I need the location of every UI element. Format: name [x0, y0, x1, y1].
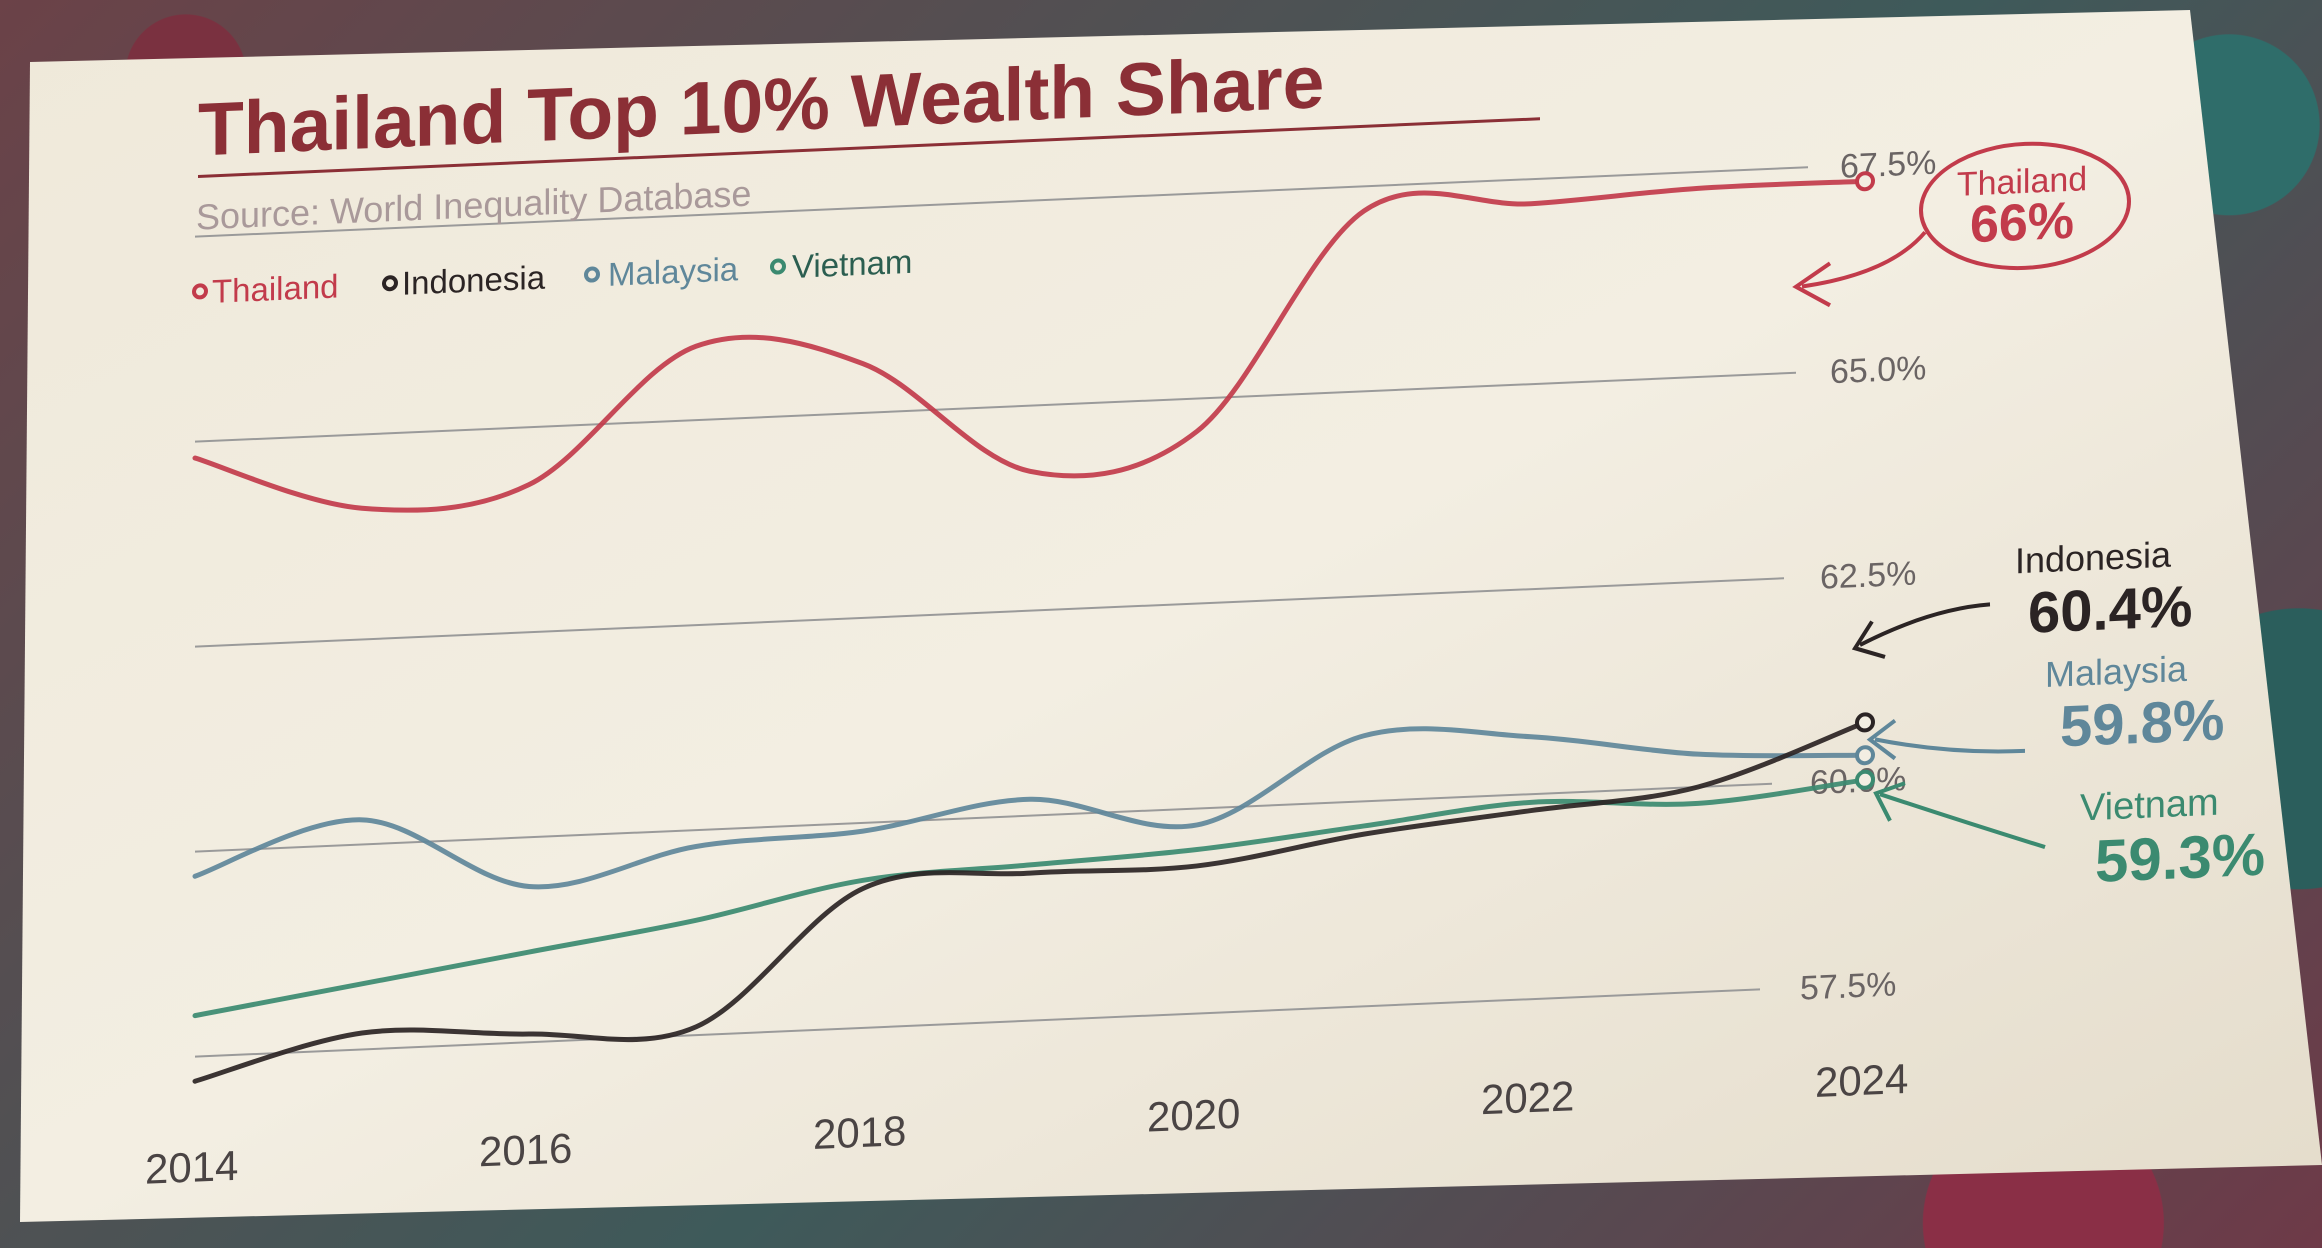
- gridline: [195, 371, 1796, 443]
- end-point-vietnam: [1855, 769, 1875, 790]
- series-line-thailand: [192, 178, 1868, 513]
- endpoint-markers: [1855, 171, 1875, 790]
- x-tick-label: 2024: [1815, 1055, 1908, 1106]
- legend-marker-vietnam: [770, 258, 786, 275]
- series-line-indonesia: [192, 719, 1868, 1084]
- gridlines: [195, 166, 1808, 1058]
- callout-vietnam-value: 59.3%: [2095, 821, 2265, 895]
- legend-marker-indonesia: [382, 275, 398, 292]
- gridline: [195, 988, 1760, 1058]
- legend-label-vietnam: Vietnam: [792, 243, 912, 285]
- paper-surface: [20, 10, 2322, 1222]
- x-tick-label: 2016: [479, 1124, 572, 1175]
- callout-thailand-circle: [1919, 141, 2131, 271]
- title-underline: [198, 117, 1540, 178]
- callout-thailand: Thailand 66%: [1792, 141, 2131, 308]
- callout-thailand-value: 66%: [1970, 192, 2074, 254]
- callout-malaysia-value: 59.8%: [2060, 687, 2224, 759]
- end-point-indonesia: [1855, 712, 1875, 733]
- plot-lines: [192, 178, 1868, 1084]
- callout-indonesia: Indonesia 60.4%: [1851, 534, 2192, 659]
- callout-thailand-arrow: [1801, 230, 1927, 289]
- legend-label-thailand: Thailand: [212, 267, 339, 309]
- x-tick-labels: 2014 2016 2018 2020 2022 2024: [145, 1055, 1908, 1193]
- callout-vietnam-arrowhead: [1873, 781, 1906, 822]
- callout-vietnam-arrow: [1879, 792, 2046, 849]
- callout-thailand-name: Thailand: [1957, 160, 2087, 204]
- callout-malaysia-arrowhead: [1866, 718, 1897, 761]
- legend-marker-thailand: [192, 283, 208, 300]
- callout-thailand-arrowhead: [1792, 261, 1832, 308]
- end-point-thailand: [1855, 171, 1875, 192]
- legend-marker-malaysia: [584, 266, 600, 283]
- y-tick-label: 62.5%: [1820, 555, 1916, 597]
- callout-malaysia-name: Malaysia: [2045, 648, 2188, 695]
- series-line-malaysia: [192, 726, 1868, 890]
- gridline: [195, 782, 1772, 853]
- callout-malaysia: Malaysia 59.8%: [1866, 648, 2224, 761]
- x-tick-label: 2018: [813, 1107, 906, 1158]
- legend-label-indonesia: Indonesia: [402, 259, 546, 302]
- callout-indonesia-arrow: [1859, 602, 1991, 647]
- callout-indonesia-name: Indonesia: [2015, 534, 2172, 582]
- y-tick-label: 65.0%: [1830, 349, 1926, 391]
- y-tick-label: 57.5%: [1800, 965, 1896, 1007]
- gridline: [195, 166, 1808, 238]
- callout-indonesia-value: 60.4%: [2028, 574, 2192, 646]
- x-tick-label: 2022: [1481, 1072, 1574, 1123]
- callout-vietnam: Vietnam 59.3%: [1873, 781, 2265, 895]
- y-tick-labels: 57.5%60.0%62.5%65.0%67.5%: [1800, 144, 1936, 1008]
- end-point-malaysia: [1855, 745, 1875, 766]
- series-line-vietnam: [192, 777, 1868, 1019]
- legend-label-malaysia: Malaysia: [608, 250, 739, 293]
- legend: Thailand Indonesia Malaysia Vietnam: [192, 243, 912, 310]
- callout-malaysia-arrow: [1874, 737, 2026, 754]
- gridline: [195, 577, 1784, 648]
- x-tick-label: 2014: [145, 1142, 238, 1193]
- callout-vietnam-name: Vietnam: [2080, 782, 2219, 830]
- callout-indonesia-arrowhead: [1851, 620, 1886, 659]
- x-tick-label: 2020: [1147, 1090, 1240, 1141]
